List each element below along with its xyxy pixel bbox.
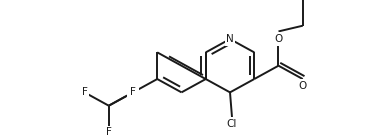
- Text: O: O: [129, 87, 137, 97]
- Text: O: O: [274, 34, 283, 44]
- Text: O: O: [299, 81, 307, 91]
- Text: Cl: Cl: [227, 119, 237, 129]
- Text: N: N: [226, 34, 234, 44]
- Text: F: F: [82, 87, 88, 97]
- Text: F: F: [130, 87, 136, 97]
- Text: F: F: [106, 127, 112, 137]
